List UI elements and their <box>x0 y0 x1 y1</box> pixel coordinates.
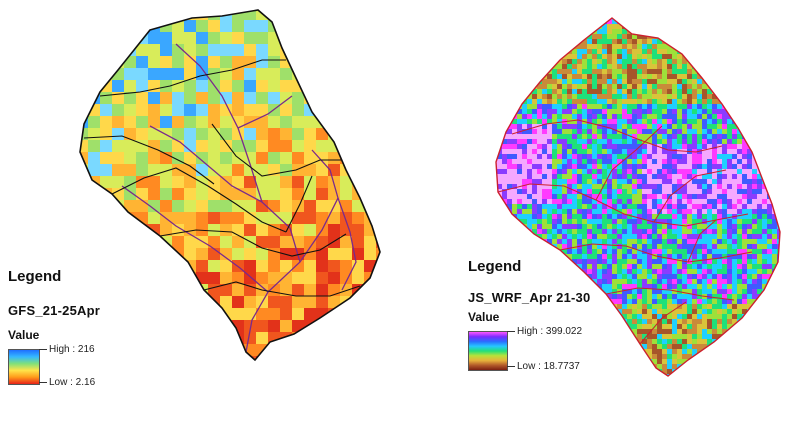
legend-color-ramp <box>468 331 508 371</box>
wrf-subbasin-boundaries <box>497 119 753 345</box>
value-label: Value <box>8 328 40 342</box>
gfs-map-panel: Legend GFS_21-25Apr Value High : 216 Low… <box>0 0 400 423</box>
legend-title: Legend <box>468 258 522 275</box>
legend-title: Legend <box>8 268 62 285</box>
legend-high-label: High : 216 <box>39 344 95 355</box>
wrf-precipitation-map <box>495 17 781 377</box>
legend-low-label: Low : 18.7737 <box>507 361 580 372</box>
legend-color-ramp <box>8 349 40 385</box>
gfs-subbasin-boundaries <box>83 59 361 297</box>
layer-name: JS_WRF_Apr 21-30 <box>468 290 591 305</box>
layer-name: GFS_21-25Apr <box>8 303 100 318</box>
wrf-map-panel: Legend JS_WRF_Apr 21-30 Value High : 399… <box>400 0 800 423</box>
legend-high-label: High : 399.022 <box>507 326 582 337</box>
gfs-river-network <box>121 43 357 353</box>
value-label: Value <box>468 310 500 324</box>
gfs-precipitation-map <box>79 9 381 361</box>
legend-low-label: Low : 2.16 <box>39 377 95 388</box>
